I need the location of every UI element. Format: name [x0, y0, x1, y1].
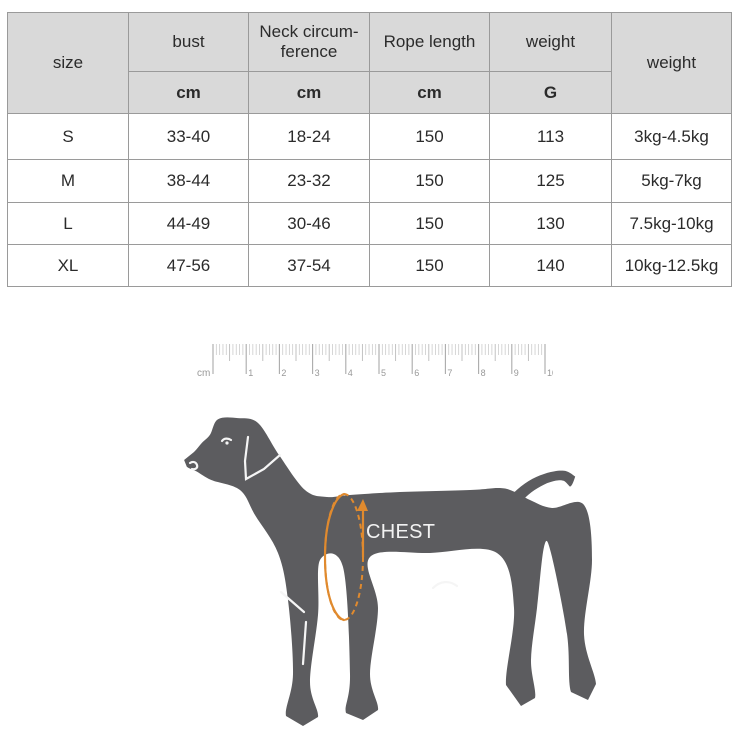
svg-text:8: 8	[481, 368, 486, 378]
svg-text:2: 2	[281, 368, 286, 378]
svg-text:6: 6	[414, 368, 419, 378]
svg-text:1: 1	[248, 368, 253, 378]
svg-text:10: 10	[547, 368, 553, 378]
svg-text:cm: cm	[197, 368, 210, 379]
svg-text:7: 7	[447, 368, 452, 378]
svg-text:4: 4	[348, 368, 353, 378]
svg-text:5: 5	[381, 368, 386, 378]
svg-text:9: 9	[514, 368, 519, 378]
svg-text:3: 3	[315, 368, 320, 378]
